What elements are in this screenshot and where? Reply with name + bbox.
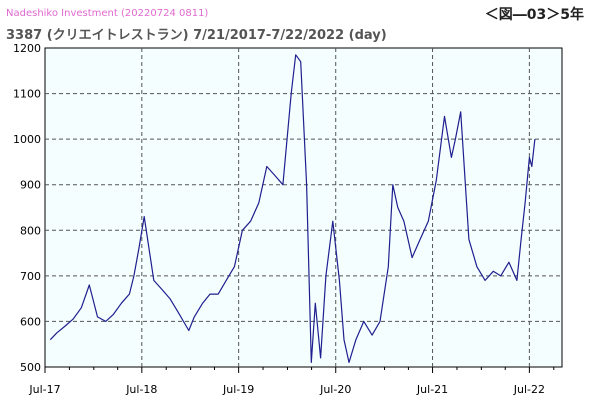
axis-tick-labels: 500 600 700 800 900 1000 1100 1200 Jul-17 Jul-18 J…: [13, 42, 555, 396]
watermark: Nadeshiko Investment (20220724 0811): [6, 8, 208, 19]
x-tick-label: Jul-18: [125, 383, 157, 396]
y-tick-label: 1100: [13, 88, 41, 101]
x-tick-label: Jul-21: [416, 383, 448, 396]
grid-lines: [45, 48, 562, 367]
y-tick-label: 900: [20, 179, 41, 192]
y-tick-label: 700: [20, 270, 41, 283]
watermark-stamp: (20220724 0811): [121, 8, 209, 19]
x-tick-label: Jul-20: [319, 383, 351, 396]
price-series: [49, 54, 536, 363]
y-tick-label: 1000: [13, 133, 41, 146]
x-tick-label: Jul-17: [28, 383, 60, 396]
chart-title: 3387 (クリエイトレストラン) 7/21/2017-7/22/2022 (d…: [6, 28, 387, 43]
plot-area: [44, 47, 563, 368]
y-tick-label: 1200: [13, 42, 41, 55]
y-tick-label: 800: [20, 224, 41, 237]
watermark-brand: Nadeshiko Investment: [6, 8, 118, 19]
y-tick-label: 500: [20, 361, 41, 374]
y-tick-label: 600: [20, 315, 41, 328]
figure-label: ＜図―03＞5年: [484, 7, 584, 23]
series-line: [49, 54, 536, 363]
x-tick-label: Jul-19: [222, 383, 254, 396]
x-tick-label: Jul-22: [513, 383, 545, 396]
